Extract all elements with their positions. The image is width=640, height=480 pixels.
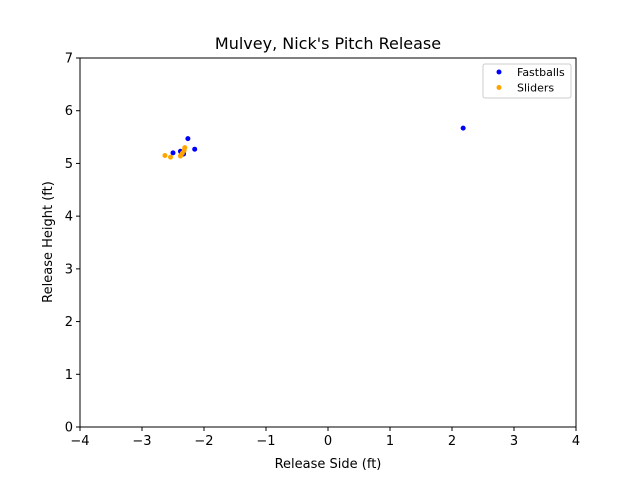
plot-frame — [79, 57, 577, 428]
slider-point — [182, 145, 188, 151]
y-tick-label: 0 — [65, 421, 73, 436]
fastball-point — [460, 125, 466, 131]
y-tick-label: 7 — [65, 52, 73, 67]
slider-point — [168, 154, 174, 160]
legend-box — [482, 63, 572, 99]
fastball-point — [170, 150, 176, 156]
y-tick-label: 2 — [65, 315, 73, 330]
legend: Fastballs Sliders — [482, 63, 572, 99]
y-tick-label: 3 — [65, 262, 73, 277]
x-tick-label: 3 — [510, 434, 518, 449]
legend-label-fastballs: Fastballs — [517, 66, 565, 79]
x-tick-label: 0 — [324, 434, 332, 449]
x-axis-ticks: −4 −3 −2 −1 0 1 2 3 4 — [70, 427, 580, 449]
legend-label-sliders: Sliders — [517, 82, 554, 95]
x-tick-label: −2 — [194, 434, 213, 449]
x-tick-label: −3 — [132, 434, 151, 449]
y-tick-label: 5 — [65, 157, 73, 172]
fastball-point — [192, 146, 198, 152]
plot-marks — [162, 125, 466, 160]
x-tick-label: −4 — [70, 434, 89, 449]
fastball-point — [185, 136, 191, 142]
x-tick-label: 2 — [448, 434, 456, 449]
x-tick-label: 1 — [386, 434, 394, 449]
y-axis-ticks: 0 1 2 3 4 5 6 7 — [65, 52, 80, 436]
slider-point — [162, 153, 168, 159]
x-tick-label: −1 — [256, 434, 275, 449]
legend-marker-sliders — [496, 85, 502, 90]
x-axis-label: Release Side (ft) — [275, 457, 382, 472]
y-tick-label: 4 — [65, 210, 73, 225]
legend-marker-fastballs — [496, 69, 502, 75]
y-tick-label: 6 — [65, 104, 73, 119]
y-axis-label: Release Height (ft) — [41, 181, 56, 303]
x-tick-label: 4 — [572, 434, 580, 449]
chart-title: Mulvey, Nick's Pitch Release — [215, 34, 441, 53]
y-tick-label: 1 — [65, 368, 73, 383]
